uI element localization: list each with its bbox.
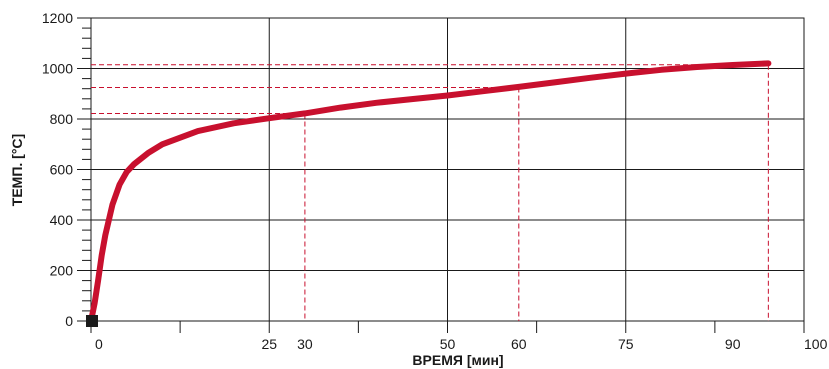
x-tick-label: 0 [95,336,103,352]
x-tick-label: 75 [618,336,634,352]
y-axis-title: ТЕМП. [°C] [9,134,25,206]
y-tick-label: 800 [50,111,74,127]
y-tick-label: 1200 [42,10,73,26]
temperature-curve [88,60,772,324]
y-tick-label: 600 [50,162,74,178]
y-tick-label: 200 [50,263,74,279]
x-tick-label: 50 [440,336,456,352]
x-tick-label: 60 [511,336,527,352]
x-tick-label: 30 [297,336,313,352]
y-tick-label: 400 [50,212,74,228]
x-tick-label: 25 [261,336,277,352]
y-tick-labels: 0 200 400 600 800 1000 1200 [42,10,73,329]
x-tick-label: 100 [804,336,828,352]
y-tick-label: 0 [65,313,73,329]
x-tick-label: 90 [725,336,741,352]
grid [91,18,804,321]
x-axis-title: ВРЕМЯ [мин] [412,352,503,368]
y-minor-ticks [77,17,805,333]
origin-marker [86,315,98,327]
x-tick-labels: 0 25 30 50 60 75 90 100 [95,336,828,352]
series-group [88,60,772,324]
reference-lines [91,64,769,321]
y-tick-label: 1000 [42,61,73,77]
